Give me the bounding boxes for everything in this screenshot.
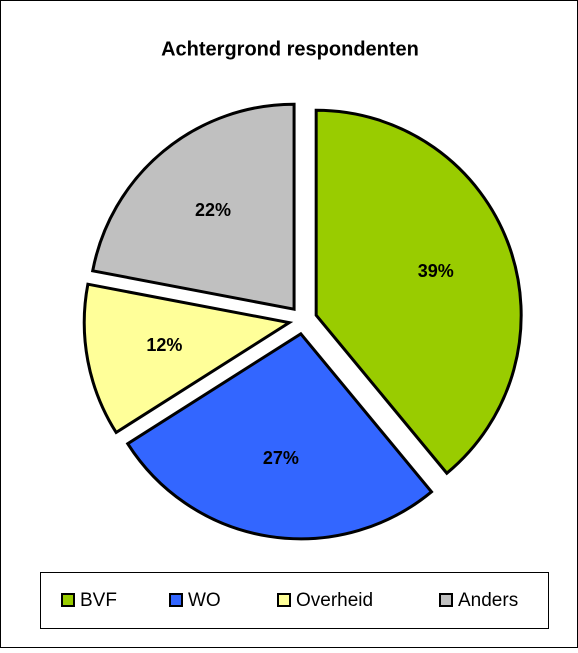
chart-title: Achtergrond respondenten bbox=[161, 38, 419, 60]
data-label: 27% bbox=[263, 448, 299, 468]
legend-label: Overheid bbox=[296, 590, 373, 611]
pie-slice bbox=[314, 108, 523, 476]
legend-swatch bbox=[277, 593, 291, 607]
legend-swatch bbox=[439, 593, 453, 607]
legend-label: BVF bbox=[80, 590, 117, 611]
data-label: 39% bbox=[418, 261, 454, 281]
pie-slice bbox=[82, 282, 294, 435]
data-label: 22% bbox=[195, 200, 231, 220]
legend-swatch bbox=[61, 593, 75, 607]
pie-slice bbox=[125, 331, 434, 541]
legend-box bbox=[40, 572, 549, 629]
legend-swatch bbox=[169, 593, 183, 607]
pie-slice bbox=[90, 102, 296, 312]
legend-label: Anders bbox=[458, 590, 518, 611]
legend-label: WO bbox=[188, 590, 221, 611]
data-label: 12% bbox=[146, 335, 182, 355]
